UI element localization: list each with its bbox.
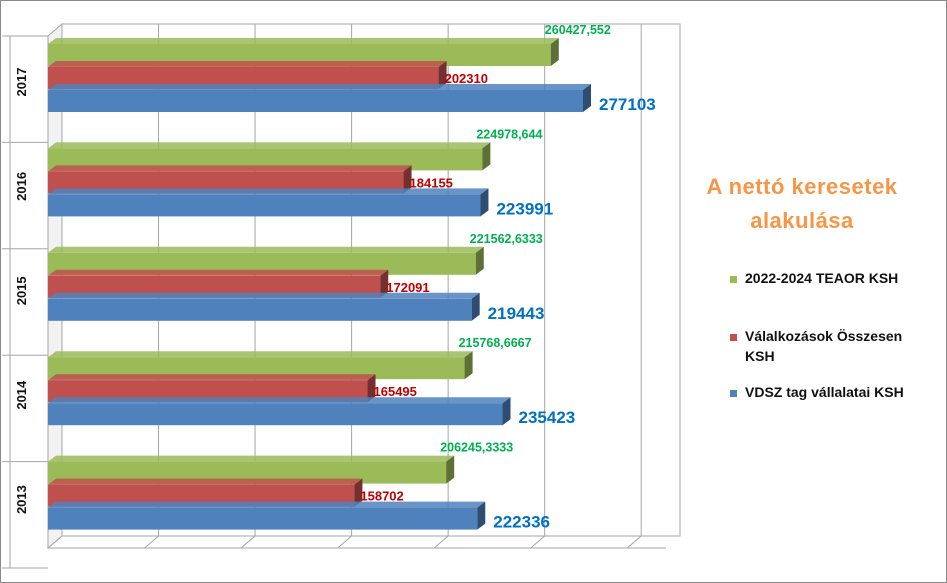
bar-top [48, 246, 484, 253]
bar-top [48, 374, 376, 381]
bar-top [48, 455, 455, 462]
gridline-depth [144, 535, 159, 549]
data-label: 158702 [360, 489, 403, 504]
bar [48, 484, 355, 507]
legend-swatch-teaor [730, 276, 737, 283]
category-label: 2017 [14, 68, 29, 97]
data-label: 184155 [410, 175, 453, 190]
data-label: 221562,6333 [470, 232, 543, 246]
bar-side [464, 351, 473, 380]
data-label: 172091 [386, 280, 429, 295]
data-label: 206245,3333 [440, 441, 513, 455]
bar-top [48, 292, 480, 299]
legend-swatch-valalkozasok [730, 334, 737, 341]
bar-top [48, 38, 559, 44]
bar-side [471, 292, 480, 321]
gridline-depth [240, 535, 256, 549]
legend-label-valalkozasok: Válalkozások Összesen KSH [745, 328, 903, 364]
legend-swatch-vdsz [730, 390, 737, 397]
chart-title-line-2: alakulása [750, 208, 854, 233]
data-label: 165495 [374, 384, 417, 399]
data-label: 224978,644 [476, 127, 542, 141]
category-label: 2016 [14, 172, 29, 201]
data-label: 202310 [445, 71, 488, 86]
data-label: 219443 [488, 304, 545, 323]
bar [48, 275, 381, 298]
bar [48, 461, 447, 484]
legend-label-vdsz: VDSZ tag vállalatai KSH [745, 384, 904, 400]
bar-top [48, 397, 511, 404]
bar [48, 148, 483, 171]
bar-top [48, 61, 447, 67]
data-label: 222336 [493, 513, 550, 532]
bar [48, 252, 476, 275]
bar-side [380, 269, 389, 298]
bar [48, 403, 503, 426]
gridline-depth [530, 535, 545, 549]
bar [48, 90, 583, 112]
gridline-depth [626, 535, 642, 549]
bar-side [354, 478, 363, 507]
bar-top [48, 478, 363, 485]
bar [48, 380, 368, 403]
category-label: 2015 [14, 276, 29, 305]
gridline-depth [433, 535, 449, 549]
bar [48, 507, 478, 530]
bar-top [48, 269, 389, 276]
data-label: 235423 [519, 408, 576, 427]
bar-side [583, 84, 591, 112]
data-label: 260427,552 [545, 23, 611, 37]
bar-top [48, 142, 491, 149]
bar-side [438, 61, 447, 89]
bar [48, 194, 481, 217]
data-label: 223991 [496, 199, 553, 218]
bar-side [482, 142, 491, 171]
bar-side [502, 397, 511, 426]
bar [48, 298, 472, 321]
bar-side [367, 374, 376, 403]
chart-title: A nettó keresetek alakulása [672, 170, 932, 238]
bar-side [477, 501, 486, 530]
bar-side [403, 165, 412, 194]
chart-title-line-1: A nettó keresetek [706, 174, 898, 199]
bar-side [475, 246, 484, 275]
data-label: 277103 [599, 95, 656, 114]
category-label: 2013 [14, 485, 29, 514]
gridline-depth [337, 535, 352, 549]
bar [48, 171, 404, 194]
bar-top [48, 165, 412, 172]
legend-label-teaor: 2022-2024 TEAOR KSH [745, 270, 899, 286]
bar-side [550, 38, 559, 66]
bar [48, 357, 465, 380]
bar-top [48, 84, 591, 90]
data-label: 215768,6667 [459, 336, 532, 350]
bar [48, 67, 439, 89]
category-label: 2014 [14, 380, 29, 410]
bar-top [48, 188, 489, 195]
bar-top [48, 501, 486, 508]
bar-side [446, 455, 455, 484]
bar-side [480, 188, 489, 217]
bar-top [48, 351, 473, 358]
bar [48, 44, 551, 66]
